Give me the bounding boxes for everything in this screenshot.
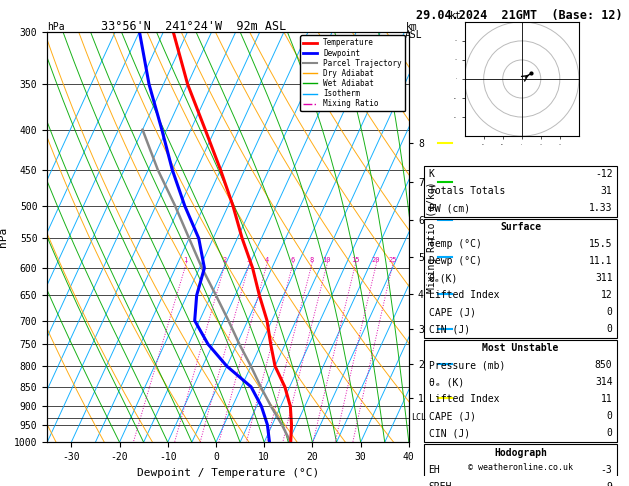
Text: Dewp (°C): Dewp (°C) — [428, 256, 481, 266]
Text: Surface: Surface — [500, 222, 541, 232]
Text: CAPE (J): CAPE (J) — [428, 411, 476, 421]
Text: km: km — [406, 22, 418, 32]
Text: Lifted Index: Lifted Index — [428, 394, 499, 404]
Text: 20: 20 — [372, 258, 380, 263]
Text: 0: 0 — [606, 411, 613, 421]
Legend: Temperature, Dewpoint, Parcel Trajectory, Dry Adiabat, Wet Adiabat, Isotherm, Mi: Temperature, Dewpoint, Parcel Trajectory… — [301, 35, 405, 111]
Text: 3: 3 — [247, 258, 251, 263]
Text: Totals Totals: Totals Totals — [428, 186, 505, 196]
Text: EH: EH — [428, 465, 440, 474]
Text: 6: 6 — [290, 258, 294, 263]
Text: 1.33: 1.33 — [589, 203, 613, 213]
Text: 850: 850 — [595, 361, 613, 370]
Bar — [425, 340, 616, 442]
Text: 33°56'N  241°24'W  92m ASL: 33°56'N 241°24'W 92m ASL — [101, 20, 286, 34]
Text: -12: -12 — [595, 169, 613, 179]
X-axis label: Dewpoint / Temperature (°C): Dewpoint / Temperature (°C) — [137, 468, 319, 478]
Text: 2: 2 — [222, 258, 226, 263]
Text: 15.5: 15.5 — [589, 239, 613, 249]
Text: CIN (J): CIN (J) — [428, 324, 470, 334]
Text: 8: 8 — [309, 258, 313, 263]
Text: 31: 31 — [601, 186, 613, 196]
Text: © weatheronline.co.uk: © weatheronline.co.uk — [468, 463, 573, 472]
Text: 311: 311 — [595, 273, 613, 283]
Text: CAPE (J): CAPE (J) — [428, 307, 476, 317]
Text: ASL: ASL — [405, 30, 423, 40]
Text: 314: 314 — [595, 378, 613, 387]
Text: hPa: hPa — [47, 22, 65, 32]
Text: Hodograph: Hodograph — [494, 448, 547, 458]
Text: 11: 11 — [601, 394, 613, 404]
Text: LCL: LCL — [411, 413, 426, 422]
Text: 0: 0 — [606, 428, 613, 438]
Text: θₑ (K): θₑ (K) — [428, 378, 464, 387]
Text: 10: 10 — [322, 258, 331, 263]
Text: 15: 15 — [351, 258, 359, 263]
Text: Most Unstable: Most Unstable — [482, 344, 559, 353]
Text: PW (cm): PW (cm) — [428, 203, 470, 213]
Bar — [425, 219, 616, 338]
Text: 12: 12 — [601, 290, 613, 300]
Text: K: K — [428, 169, 435, 179]
Text: 0: 0 — [606, 324, 613, 334]
Text: 11.1: 11.1 — [589, 256, 613, 266]
Text: kt: kt — [450, 11, 462, 21]
Text: SREH: SREH — [428, 482, 452, 486]
Text: θₑ(K): θₑ(K) — [428, 273, 458, 283]
Bar — [425, 444, 616, 486]
Text: Pressure (mb): Pressure (mb) — [428, 361, 505, 370]
Bar — [425, 166, 616, 216]
Text: 25: 25 — [388, 258, 397, 263]
Text: Temp (°C): Temp (°C) — [428, 239, 481, 249]
Y-axis label: hPa: hPa — [0, 227, 8, 247]
Text: 0: 0 — [606, 307, 613, 317]
Y-axis label: Mixing Ratio (g/kg): Mixing Ratio (g/kg) — [426, 181, 437, 293]
Text: CIN (J): CIN (J) — [428, 428, 470, 438]
Text: 4: 4 — [264, 258, 269, 263]
Text: 9: 9 — [606, 482, 613, 486]
Text: 1: 1 — [183, 258, 187, 263]
Text: 29.04.2024  21GMT  (Base: 12): 29.04.2024 21GMT (Base: 12) — [416, 9, 623, 22]
Text: Lifted Index: Lifted Index — [428, 290, 499, 300]
Text: -3: -3 — [601, 465, 613, 474]
